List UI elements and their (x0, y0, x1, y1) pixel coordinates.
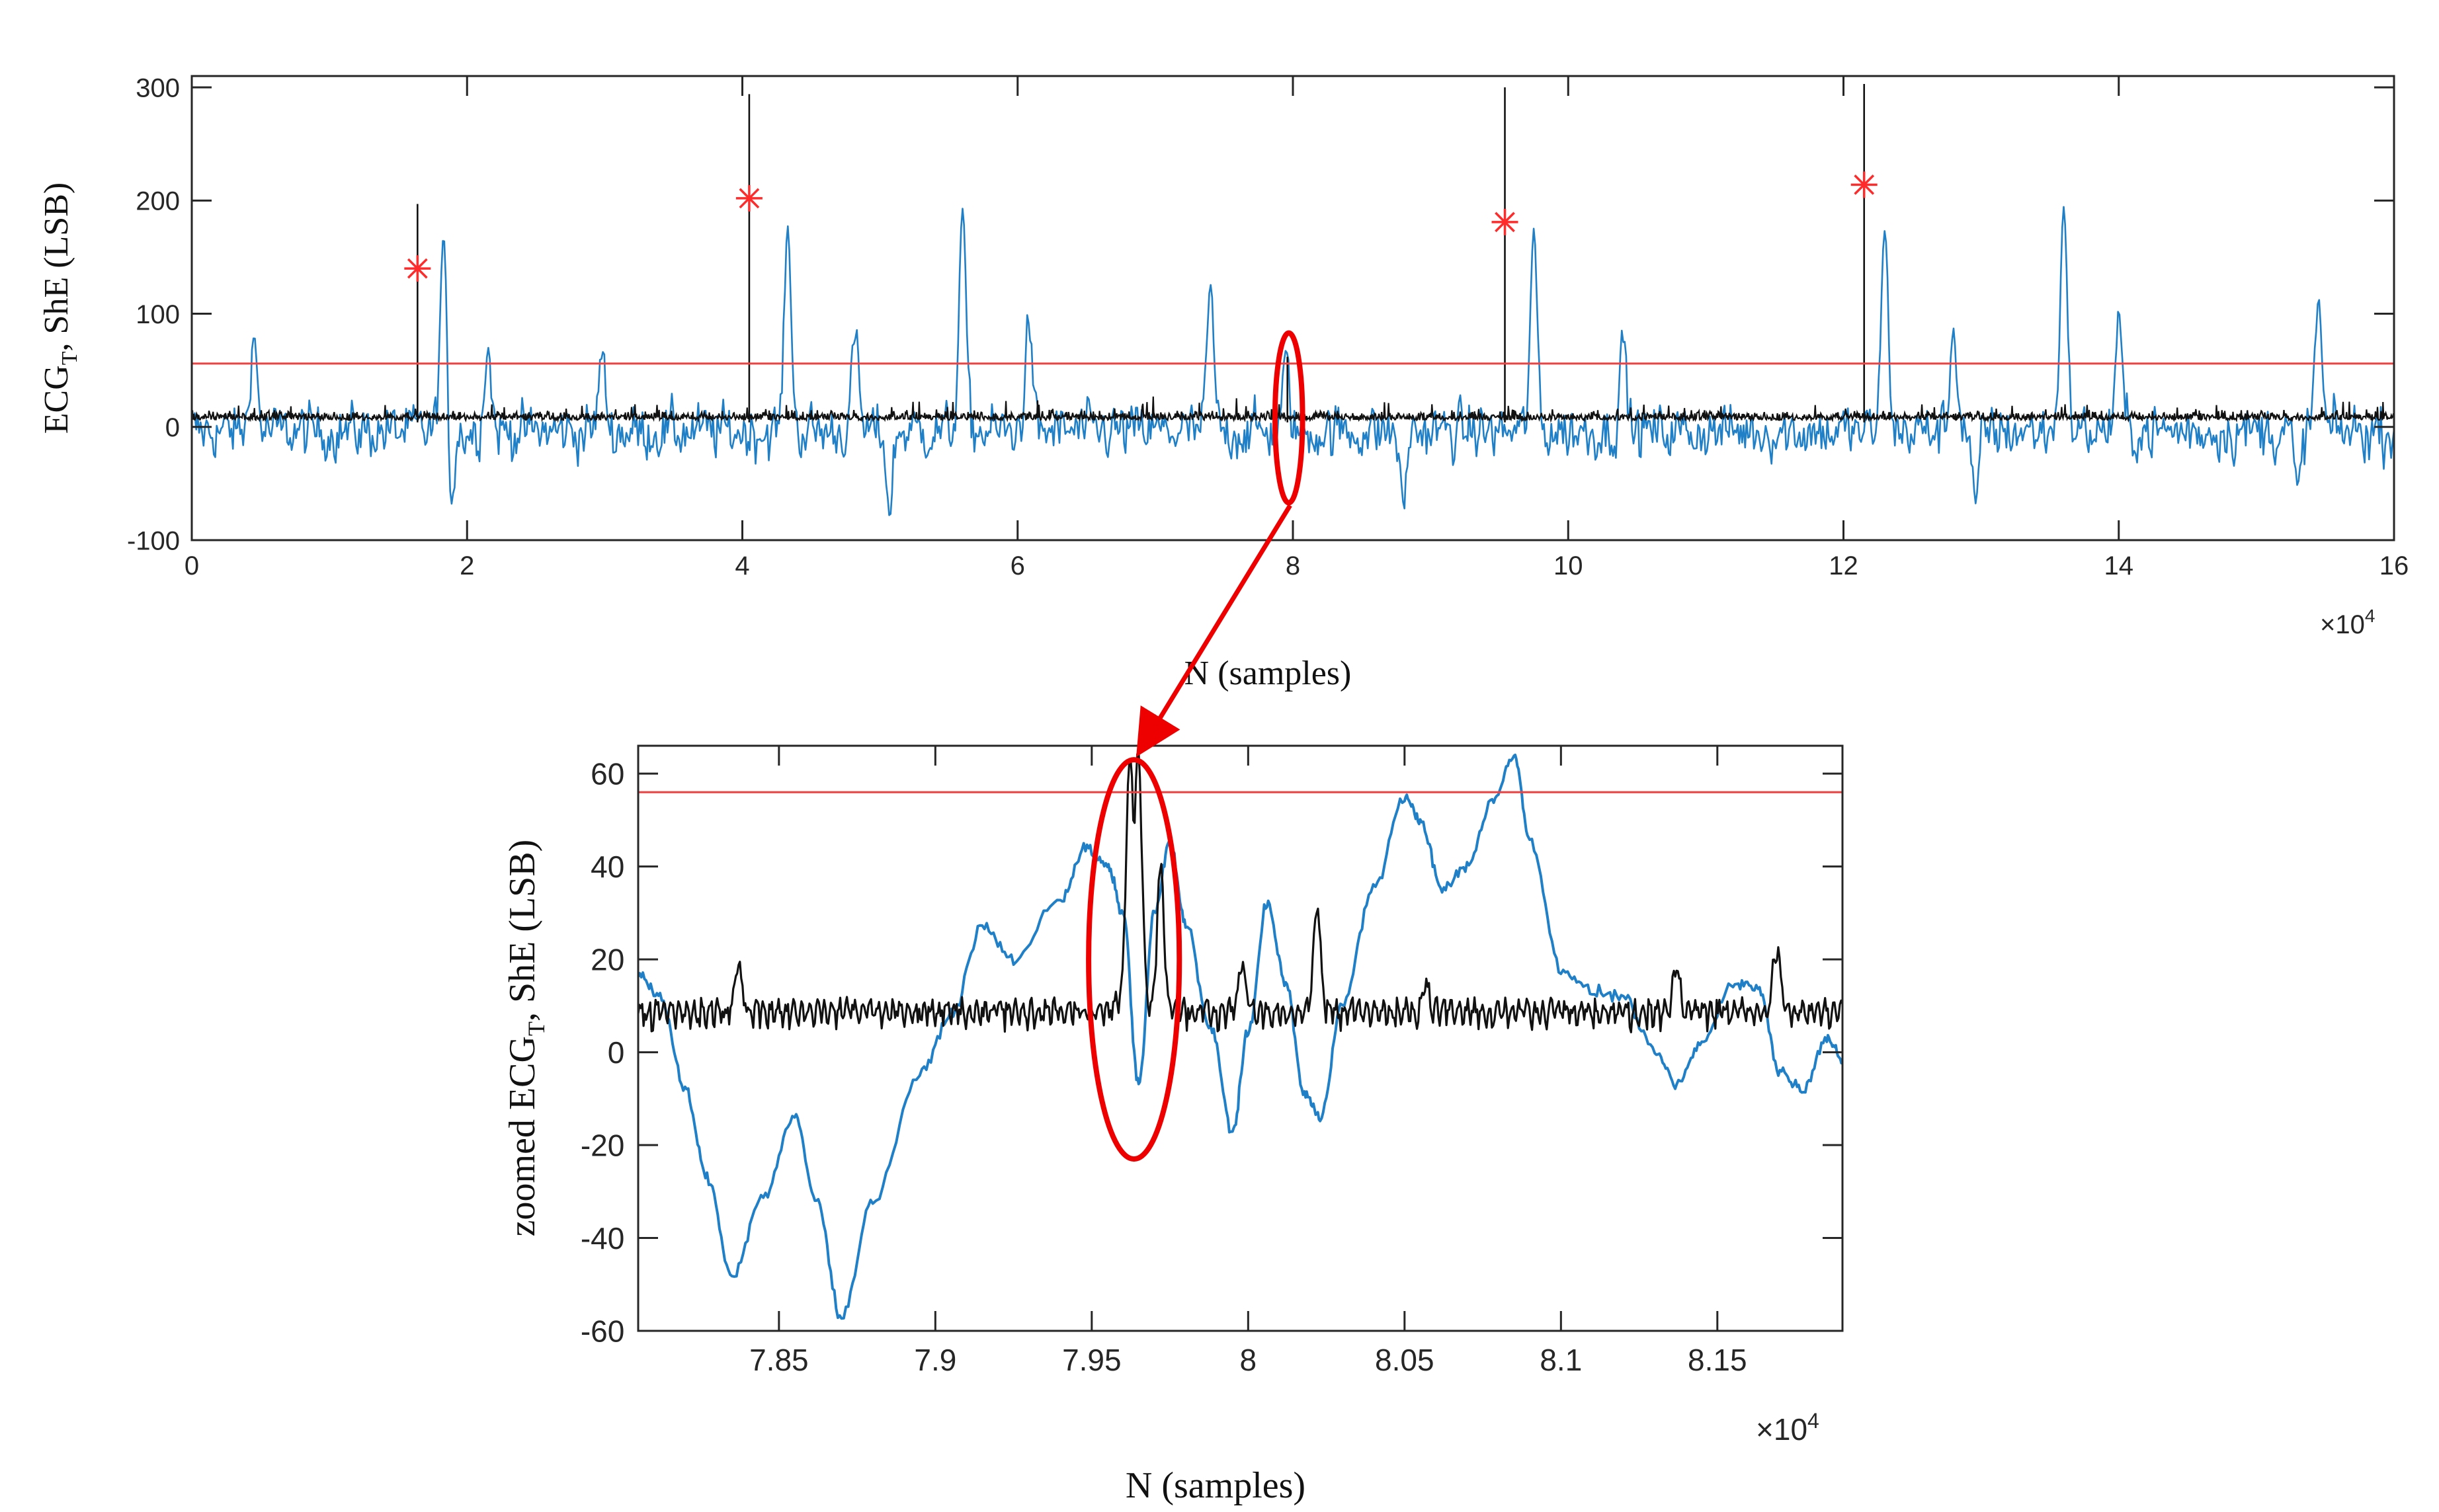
plot-area (192, 76, 2394, 540)
detection-marker (1491, 208, 1518, 235)
y-label-rest: , ShE (LSB) (502, 840, 543, 1021)
y-tick-label: 0 (608, 1035, 625, 1070)
y-axis-label: zoomed ECGT, ShE (LSB) (502, 840, 550, 1237)
x-ticks: 0 2 4 6 8 10 12 14 16 (185, 76, 2409, 580)
y-tick-label: 300 (136, 74, 180, 103)
x-tick-label: 7.95 (1062, 1343, 1122, 1377)
x-exponent-power: 4 (1807, 1409, 1819, 1433)
signal-series (638, 753, 1842, 1320)
detection-marker (735, 184, 763, 212)
x-tick-label: 8 (1240, 1343, 1257, 1377)
x-axis-label: N (samples) (1184, 655, 1352, 692)
y-tick-label: 0 (165, 413, 180, 442)
x-tick-label: 8.15 (1688, 1343, 1747, 1377)
signal-line (638, 753, 1842, 1320)
y-axis-label: ECGT, ShE (LSB) (38, 182, 82, 434)
detection-markers (404, 171, 1878, 282)
energy-line (192, 396, 2394, 423)
x-tick-label: 12 (1829, 551, 1858, 580)
x-tick-label: 7.9 (914, 1343, 956, 1377)
detection-marker (404, 255, 431, 282)
plot-area (638, 746, 1842, 1331)
y-tick-label: 20 (591, 943, 624, 977)
x-axis-label: N (samples) (1126, 1465, 1305, 1506)
x-exponent-power: 4 (2365, 606, 2376, 626)
y-ticks: -60 -40 -20 0 20 40 60 (581, 757, 1842, 1349)
y-label-sub: T (523, 1021, 550, 1036)
highlight-ellipse-top (1272, 330, 1305, 506)
y-label-main: ECG (38, 365, 75, 434)
y-ticks: -100 0 100 200 300 (127, 74, 2394, 555)
energy-series (638, 750, 1842, 1034)
x-tick-label: 6 (1011, 551, 1025, 580)
energy-series (192, 83, 2394, 423)
x-tick-label: 8 (1286, 551, 1300, 580)
x-tick-label: 2 (460, 551, 474, 580)
zoom-chart: 7.85 7.9 7.95 8 8.05 8.1 8.15 -60 -40 -20 0 20 40 60… (502, 744, 1844, 1506)
y-label-prefix: zoomed ECG (502, 1036, 543, 1236)
y-label-sub: T (58, 351, 82, 365)
x-tick-label: 8.1 (1540, 1343, 1582, 1377)
axes-box (637, 744, 1844, 1332)
zoom-arrow (1136, 504, 1292, 757)
y-tick-label: -40 (581, 1221, 624, 1255)
x-exponent: ×104 (1756, 1409, 1819, 1447)
x-tick-label: 16 (2379, 551, 2409, 580)
y-tick-label: 40 (591, 850, 624, 884)
x-exponent: ×104 (2320, 606, 2375, 639)
x-tick-label: 4 (735, 551, 749, 580)
x-tick-label: 7.85 (749, 1343, 809, 1377)
detection-marker (1850, 171, 1878, 198)
y-tick-label: 100 (136, 300, 180, 329)
x-tick-label: 10 (1553, 551, 1583, 580)
y-tick-label: 60 (591, 757, 624, 791)
energy-line (638, 750, 1842, 1034)
y-tick-label: -100 (127, 526, 180, 555)
y-tick-label: -20 (581, 1129, 624, 1163)
x-ticks: 7.85 7.9 7.95 8 8.05 8.1 8.15 (749, 746, 1747, 1377)
signal-series (192, 206, 2394, 516)
y-tick-label: -60 (581, 1314, 624, 1349)
y-tick-label: 200 (136, 187, 180, 216)
highlight-ellipse-zoom (1086, 757, 1182, 1162)
x-tick-label: 0 (185, 551, 199, 580)
x-tick-label: 8.05 (1375, 1343, 1434, 1377)
annotations (1086, 330, 1305, 1162)
x-exponent-base: ×10 (2320, 610, 2365, 639)
x-exponent-base: ×10 (1756, 1412, 1807, 1447)
signal-line (192, 206, 2394, 516)
y-label-rest: , ShE (LSB) (38, 182, 75, 352)
x-tick-label: 14 (2104, 551, 2134, 580)
